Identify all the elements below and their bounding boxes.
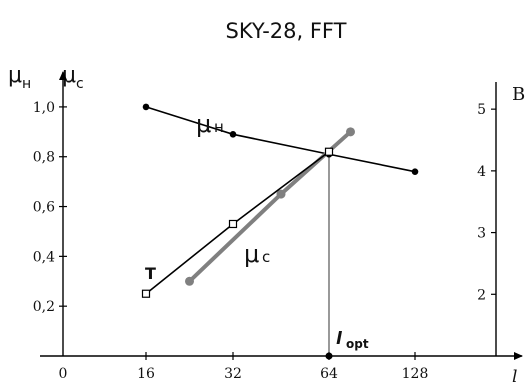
y-left-tick-label: 1,0 xyxy=(33,100,55,116)
series-line-t xyxy=(145,151,330,295)
point-mu-c xyxy=(276,189,286,199)
point-mu-c xyxy=(185,276,194,286)
t-annotation: T xyxy=(145,264,156,283)
y-left-tick-label: 0,8 xyxy=(33,150,55,166)
y-label-mu-c-sub: с xyxy=(76,76,84,92)
y-axis-right-label: B xyxy=(512,84,525,105)
x-tick-label: 16 xyxy=(137,366,155,382)
y-label-mu-h-sub: н xyxy=(22,76,31,92)
chart-title: SKY-28, FFT xyxy=(226,19,347,43)
point-mu-c xyxy=(346,127,355,137)
x-tick-label: 32 xyxy=(224,366,242,382)
y-left-tick-label: 0,2 xyxy=(33,299,55,315)
y-right-tick-label: 3 xyxy=(477,226,486,242)
mu-h-annotation-sub: н xyxy=(214,118,224,136)
point-mu-h xyxy=(229,131,237,138)
mu-h-annotation-symbol: μ xyxy=(196,110,211,138)
mu-c-annotation: μ с xyxy=(244,240,270,268)
y-label-mu-h-symbol: μ xyxy=(8,63,22,88)
y-right-tick-label: 5 xyxy=(477,102,486,118)
x-ticks: 0 16 32 64 128 xyxy=(59,352,429,382)
point-mu-h xyxy=(411,168,419,175)
mu-h-annotation: μ н xyxy=(196,110,224,138)
mu-c-annotation-symbol: μ xyxy=(244,240,259,268)
x-axis-label: l xyxy=(512,367,517,382)
point-t xyxy=(324,147,334,156)
y-axis-left-label: μ н μ с xyxy=(8,63,84,92)
y-right-ticks: 2 3 4 5 xyxy=(477,102,496,303)
y-right-tick-label: 4 xyxy=(477,164,486,180)
l-opt-annotation-sub: opt xyxy=(346,337,369,351)
point-mu-h xyxy=(142,103,150,111)
y-left-tick-label: 0,6 xyxy=(33,200,55,216)
series-layer xyxy=(141,103,419,298)
l-opt-annotation: l opt xyxy=(336,329,369,351)
y-left-ticks: 0,2 0,4 0,6 0,8 1,0 xyxy=(33,100,67,315)
x-tick-label: 0 xyxy=(59,366,68,382)
y-right-tick-label: 2 xyxy=(477,287,486,303)
x-tick-label: 64 xyxy=(320,366,338,382)
x-tick-label: 128 xyxy=(402,366,429,382)
point-t xyxy=(228,219,238,229)
l-opt-annotation-base: l xyxy=(336,329,343,349)
point-t xyxy=(141,289,151,298)
y-left-tick-label: 0,4 xyxy=(33,249,55,265)
series-line-mu-h xyxy=(145,106,416,173)
y-label-mu-c-symbol: μ xyxy=(62,63,76,88)
l-opt-marker xyxy=(325,352,333,360)
mu-c-annotation-sub: с xyxy=(262,248,270,266)
